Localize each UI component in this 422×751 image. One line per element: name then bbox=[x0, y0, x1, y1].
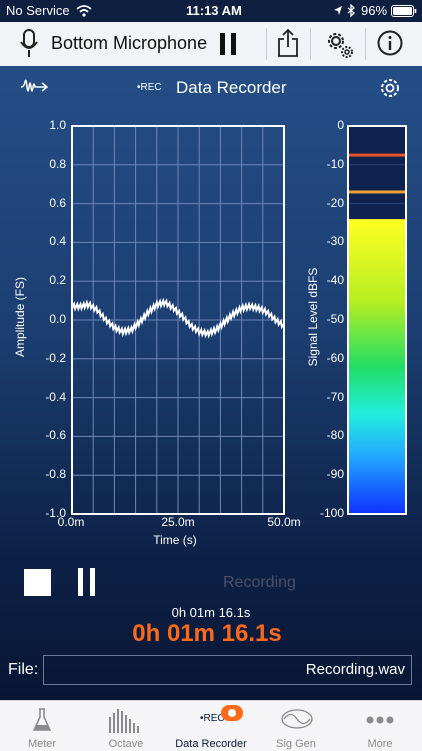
amplitude-waveform-line bbox=[71, 297, 285, 339]
amplitude-y-tick: 0.2 bbox=[49, 273, 66, 288]
tab-more[interactable]: More bbox=[338, 701, 422, 751]
level-tick: -10 bbox=[326, 156, 344, 171]
tab-sig-gen[interactable]: Sig Gen bbox=[254, 701, 338, 751]
level-tick: -70 bbox=[326, 389, 344, 404]
amplitude-x-tick: 25.0m bbox=[161, 515, 195, 529]
amplitude-y-tick: 0.4 bbox=[49, 234, 66, 249]
tab-meter[interactable]: Meter bbox=[0, 701, 84, 751]
level-peak-marker bbox=[348, 153, 406, 157]
battery-icon bbox=[391, 5, 417, 17]
amplitude-y-tick: -1.0 bbox=[45, 506, 66, 520]
clock: 11:13 AM bbox=[186, 3, 242, 18]
file-label: File: bbox=[8, 661, 39, 678]
tab-data-recorder-label: Data Recorder bbox=[175, 738, 247, 750]
level-tick: -100 bbox=[319, 506, 344, 520]
level-tick: -50 bbox=[326, 312, 344, 326]
level-tick: -30 bbox=[326, 234, 344, 249]
location-icon bbox=[334, 6, 342, 15]
elapsed-time-large: 0h 01m 16.1s bbox=[132, 620, 282, 647]
level-tick: -80 bbox=[326, 428, 344, 443]
level-bar bbox=[348, 219, 406, 514]
amplitude-y-tick: 1.0 bbox=[49, 118, 66, 132]
pause-icon[interactable] bbox=[220, 33, 236, 55]
toolbar-divider bbox=[365, 28, 366, 60]
amplitude-xlabel: Time (s) bbox=[153, 533, 197, 547]
amplitude-y-tick: 0.0 bbox=[49, 312, 66, 326]
stop-button[interactable] bbox=[24, 569, 51, 596]
amplitude-chart bbox=[71, 125, 285, 515]
battery-percent: 96% bbox=[361, 3, 388, 18]
wifi-icon bbox=[76, 5, 92, 17]
amplitude-x-tick: 50.0m bbox=[267, 515, 301, 529]
share-icon[interactable] bbox=[277, 28, 299, 58]
recording-status-label: Recording bbox=[223, 574, 296, 591]
tab-bar: Meter Octave •REC Data Recorder Sig Gen … bbox=[0, 700, 422, 751]
rec-badge: •REC bbox=[137, 82, 162, 93]
tab-meter-label: Meter bbox=[27, 738, 57, 750]
level-tick: 0 bbox=[337, 118, 344, 132]
amplitude-axis-title-wrap: Amplitude (FS) bbox=[8, 125, 27, 515]
elapsed-time-small: 0h 01m 16.1s bbox=[171, 605, 251, 620]
toolbar-divider bbox=[266, 28, 267, 60]
bluetooth-icon bbox=[347, 4, 355, 17]
level-tick: -90 bbox=[326, 467, 344, 482]
status-bar: No Service 11:13 AM 96% bbox=[0, 0, 422, 22]
amplitude-x-tick: 0.0m bbox=[57, 515, 85, 529]
octave-bars-icon bbox=[109, 709, 139, 733]
microphone-icon[interactable] bbox=[19, 29, 39, 59]
file-name-value: Recording.wav bbox=[305, 661, 405, 678]
top-toolbar: Bottom Microphone bbox=[0, 22, 422, 66]
settings-gears-icon[interactable] bbox=[323, 28, 355, 60]
amplitude-ylabel: Amplitude (FS) bbox=[13, 276, 27, 358]
flask-icon bbox=[32, 708, 52, 731]
sine-wave-icon bbox=[281, 709, 313, 729]
more-dots-icon bbox=[366, 716, 394, 724]
rec-tab-icon: •REC bbox=[200, 713, 225, 724]
level-meter-frame bbox=[347, 125, 407, 515]
level-meter bbox=[347, 125, 407, 515]
section-nav: •REC Data Recorder bbox=[0, 66, 422, 108]
recording-indicator-icon bbox=[221, 705, 243, 721]
amplitude-y-tick: 0.8 bbox=[49, 156, 66, 171]
tab-sig-gen-label: Sig Gen bbox=[276, 738, 316, 750]
level-peak-marker bbox=[348, 190, 406, 194]
level-tick: -20 bbox=[326, 195, 344, 210]
page-title: Data Recorder bbox=[176, 78, 287, 97]
info-icon[interactable] bbox=[377, 30, 403, 56]
amplitude-y-tick: 0.6 bbox=[49, 195, 66, 210]
tab-more-label: More bbox=[367, 738, 393, 750]
tab-data-recorder[interactable]: •REC Data Recorder bbox=[168, 701, 254, 751]
tab-octave-label: Octave bbox=[108, 738, 144, 750]
microphone-title[interactable]: Bottom Microphone bbox=[51, 33, 208, 53]
file-name-field[interactable]: Recording.wav bbox=[43, 655, 412, 685]
carrier-label: No Service bbox=[6, 3, 70, 18]
level-tick: -60 bbox=[326, 350, 344, 365]
amplitude-y-tick: -0.2 bbox=[45, 350, 66, 365]
tab-octave[interactable]: Octave bbox=[84, 701, 168, 751]
level-tick: -40 bbox=[326, 273, 344, 288]
gear-icon[interactable] bbox=[378, 76, 402, 100]
toolbar-divider bbox=[310, 28, 311, 60]
plot-frame bbox=[71, 125, 285, 515]
amplitude-y-tick: -0.4 bbox=[45, 389, 66, 404]
amplitude-y-tick: -0.6 bbox=[45, 428, 66, 443]
amplitude-y-tick: -0.8 bbox=[45, 467, 66, 482]
pause-button[interactable] bbox=[78, 568, 95, 596]
waveform-arrow-icon[interactable] bbox=[20, 78, 50, 96]
